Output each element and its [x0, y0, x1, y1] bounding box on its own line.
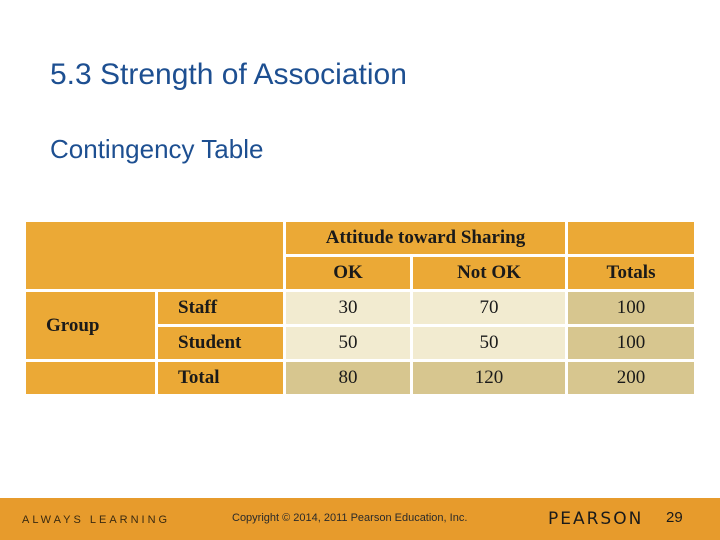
slide-title: 5.3 Strength of Association [50, 58, 407, 91]
cell-total-ok: 80 [286, 362, 410, 394]
footer-bar: ALWAYS LEARNING Copyright © 2014, 2011 P… [0, 498, 720, 540]
cell-total-totals: 200 [568, 362, 694, 394]
cell-student-ok: 50 [286, 327, 410, 359]
cell-total-not-ok: 120 [413, 362, 565, 394]
cell-staff-ok: 30 [286, 292, 410, 324]
cell-student-not-ok: 50 [413, 327, 565, 359]
table-corner-cell [26, 222, 283, 289]
row-label-staff: Staff [158, 292, 283, 324]
total-row-blank-cell [26, 362, 155, 394]
row-label-total: Total [158, 362, 283, 394]
header-blank-cell [568, 222, 694, 254]
table-row: Student 50 50 100 [26, 327, 694, 359]
cell-staff-totals: 100 [568, 292, 694, 324]
footer-tagline: ALWAYS LEARNING [22, 514, 171, 526]
spanning-header: Attitude toward Sharing [286, 222, 565, 254]
footer-copyright: Copyright © 2014, 2011 Pearson Education… [232, 512, 468, 524]
table-row: Group Staff 30 70 100 [26, 292, 694, 359]
contingency-table: Attitude toward Sharing OK Not OK Totals… [23, 219, 697, 397]
slide-subtitle: Contingency Table [50, 134, 264, 164]
page-number: 29 [666, 509, 683, 526]
row-label-student: Student [158, 327, 283, 359]
cell-staff-not-ok: 70 [413, 292, 565, 324]
column-header-not-ok: Not OK [413, 257, 565, 289]
column-header-ok: OK [286, 257, 410, 289]
brand-logo: PEARSON [548, 509, 644, 529]
table-row: Total 80 120 200 [26, 362, 694, 394]
group-label: Group [26, 292, 155, 359]
column-header-totals: Totals [568, 257, 694, 289]
cell-student-totals: 100 [568, 327, 694, 359]
